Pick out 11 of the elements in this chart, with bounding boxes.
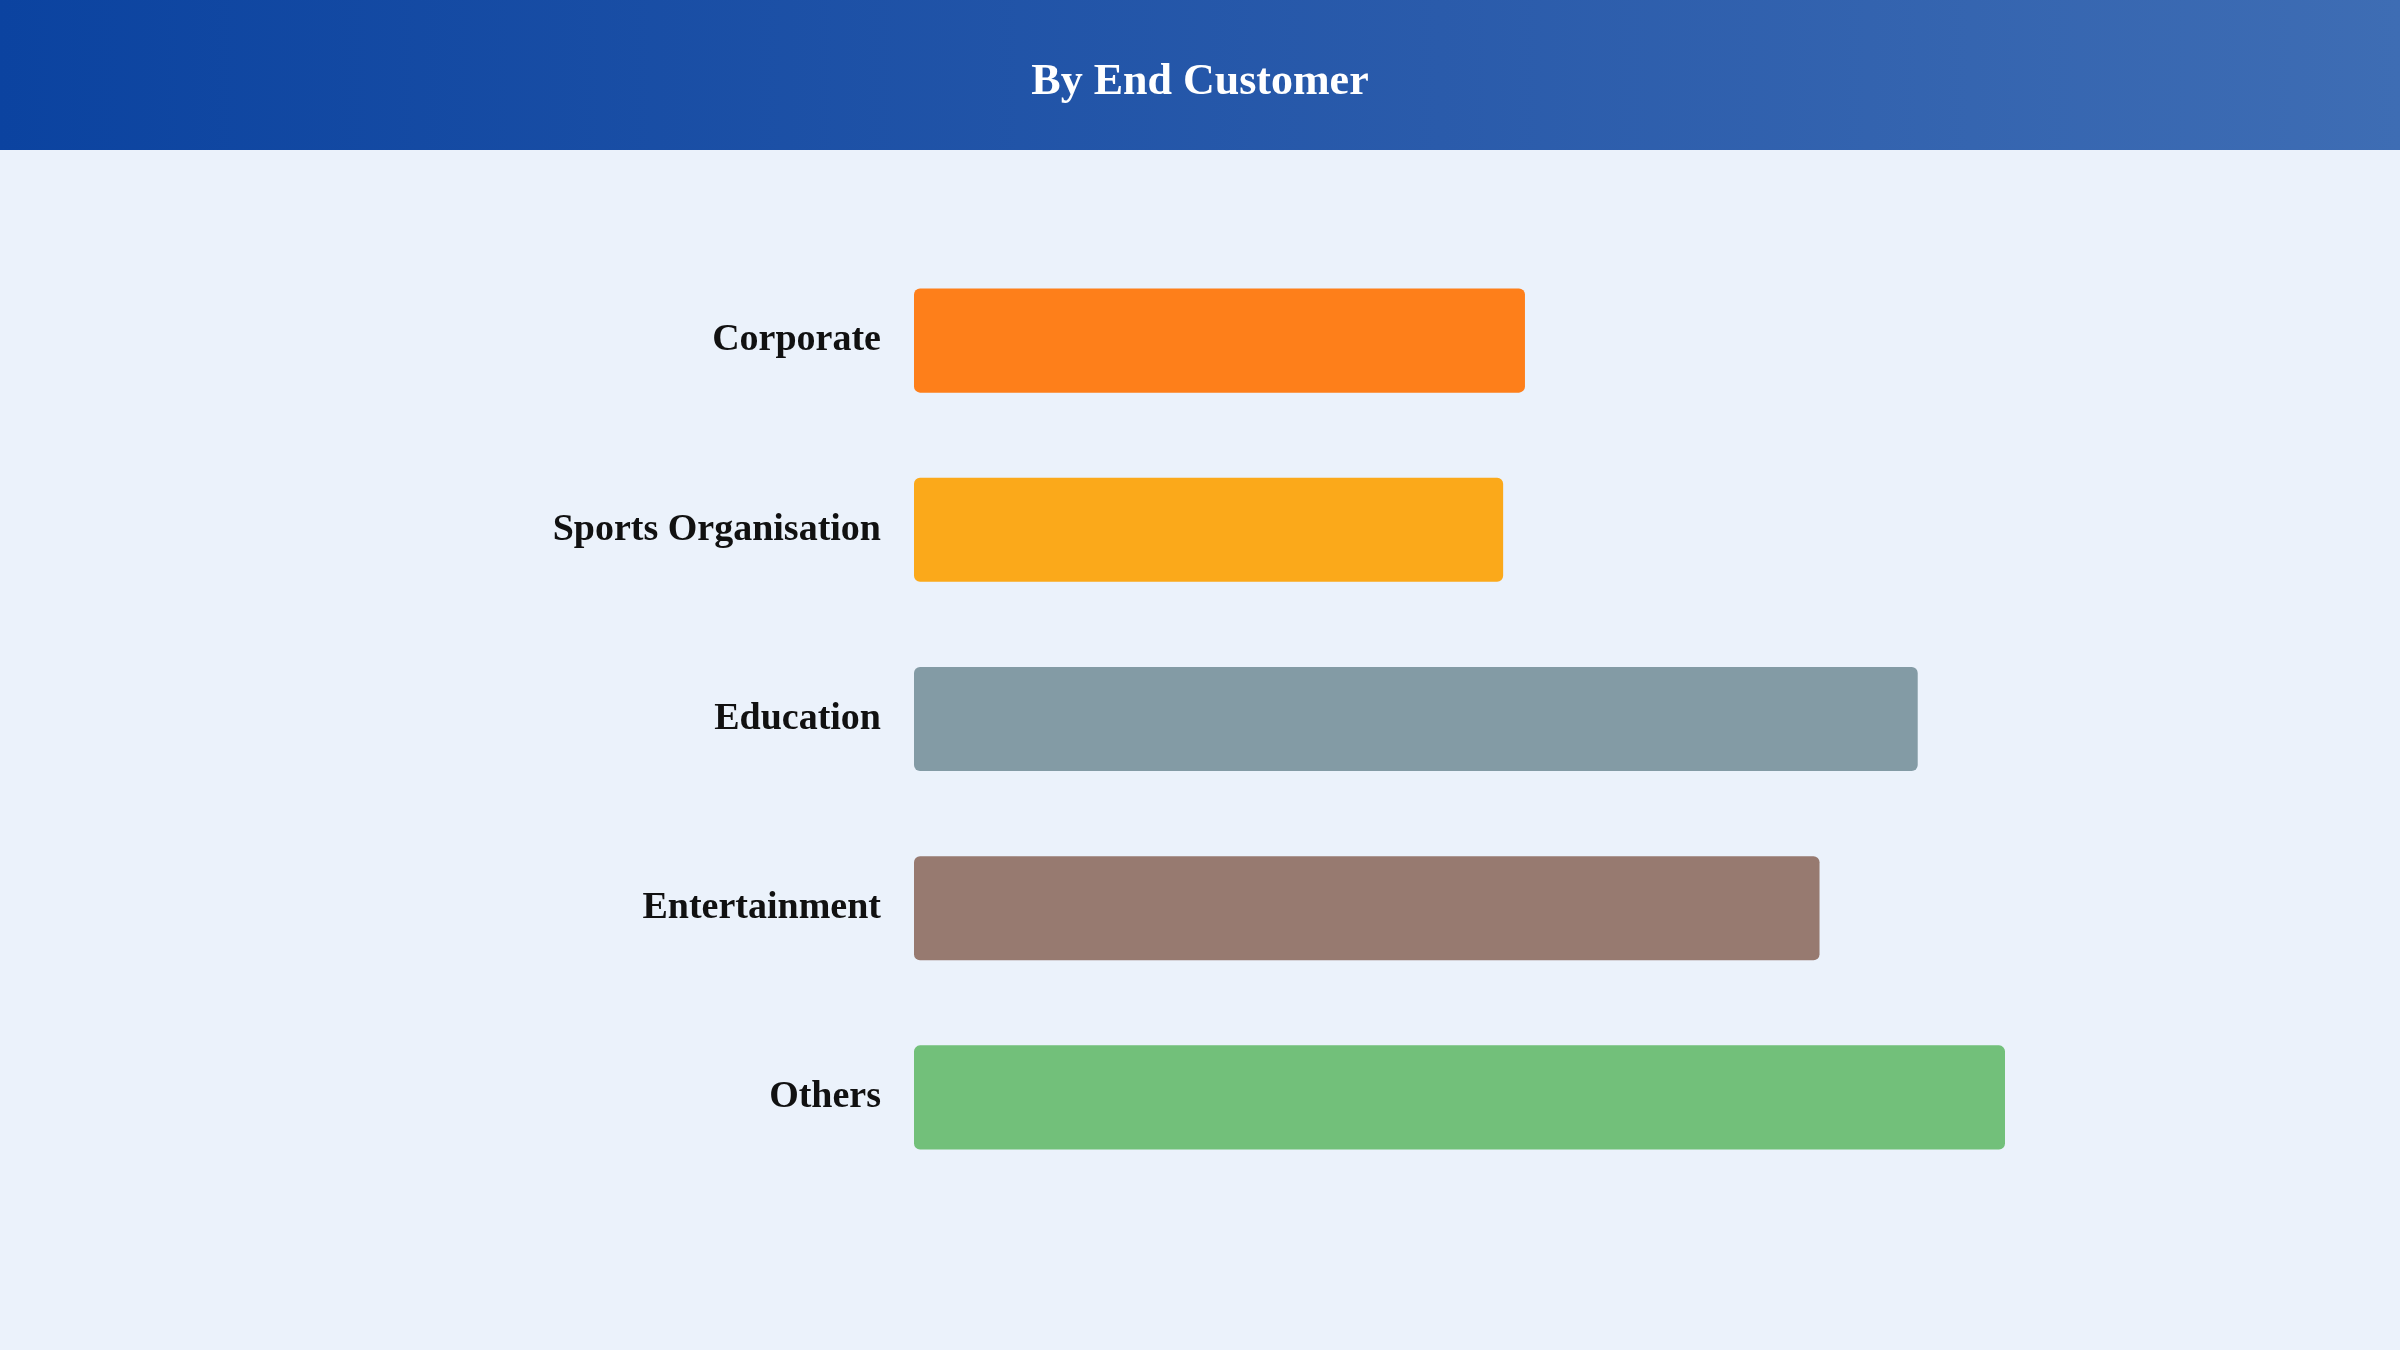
bar: [914, 856, 1820, 961]
bar: [914, 1045, 2005, 1150]
y-tick-label: Corporate: [712, 316, 881, 359]
bar: [914, 666, 1918, 772]
bar: [914, 477, 1504, 582]
y-tick-label: Others: [769, 1073, 881, 1116]
y-tick-label: Sports Organisation: [552, 505, 881, 548]
bar: [914, 288, 1525, 393]
chart-title: By End Customer: [1031, 53, 1369, 105]
y-tick-label: Education: [714, 694, 881, 737]
y-tick-label: Entertainment: [642, 884, 882, 927]
